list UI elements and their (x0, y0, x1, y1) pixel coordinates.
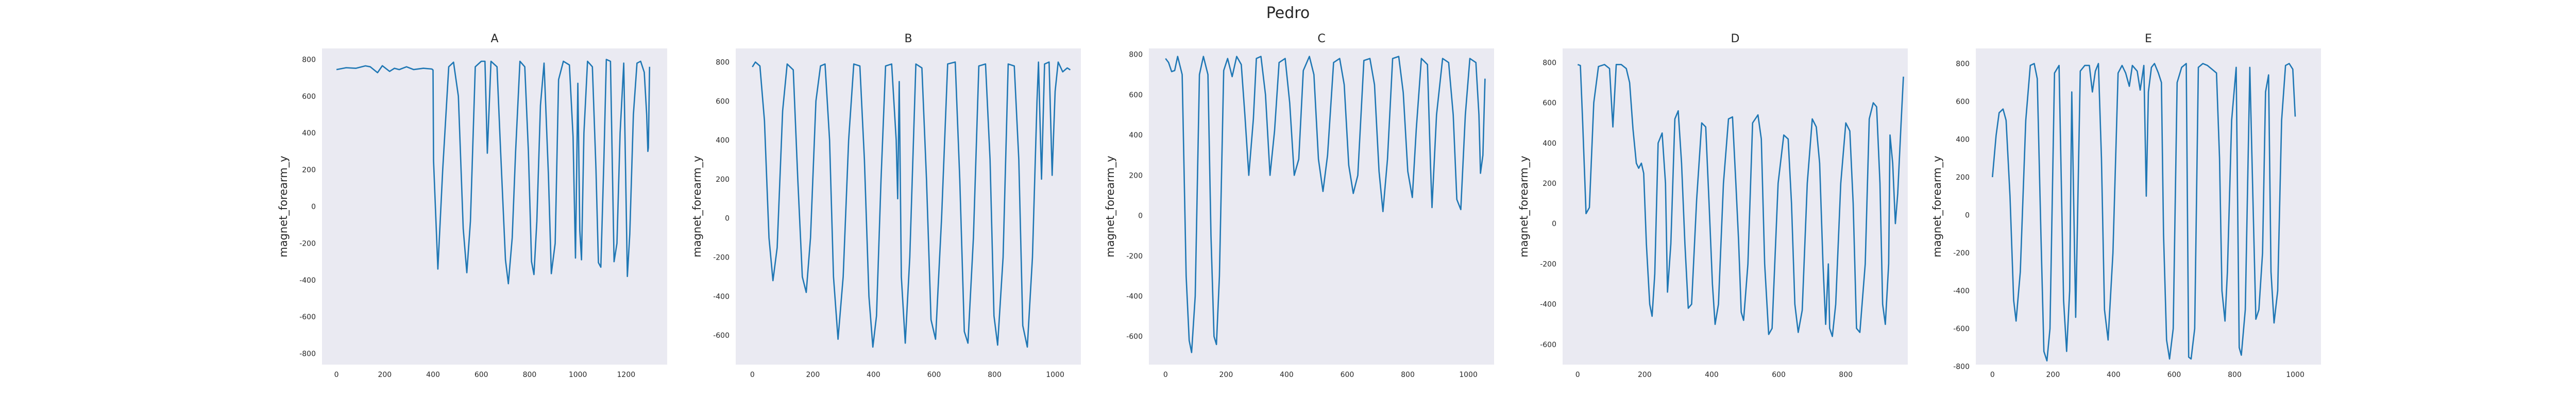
y-tick-label: -600 (713, 332, 730, 340)
y-tick-label: 400 (1129, 131, 1143, 140)
y-tick-label: 400 (302, 129, 316, 138)
y-tick-label: 800 (302, 56, 316, 64)
y-tick-label: 0 (725, 215, 730, 223)
y-tick-label: 600 (1543, 99, 1556, 108)
x-tick-label: 1000 (1459, 371, 1478, 379)
y-tick-label: 200 (1956, 174, 1970, 182)
x-tick-label: 1000 (569, 371, 587, 379)
plot-area (1149, 48, 1494, 365)
y-tick-label: -200 (1540, 260, 1556, 268)
panel-title: C (1317, 32, 1325, 45)
figure-title: Pedro (1266, 4, 1310, 22)
y-tick-label: -400 (299, 277, 316, 285)
plot-area (322, 48, 667, 365)
x-tick-label: 200 (1638, 371, 1652, 379)
series-line (1992, 63, 2296, 362)
y-axis-label: magnet_forearm_y (691, 156, 704, 257)
x-tick-label: 800 (988, 371, 1002, 379)
x-tick-label: 600 (927, 371, 941, 379)
plot-area (736, 48, 1081, 365)
y-tick-label: -600 (299, 313, 316, 321)
x-tick-label: 1000 (1046, 371, 1064, 379)
x-tick-label: 0 (750, 371, 755, 379)
series-line (1577, 64, 1904, 337)
y-tick-label: 0 (311, 203, 316, 211)
x-tick-label: 200 (378, 371, 392, 379)
y-tick-label: 400 (1956, 135, 1970, 144)
y-tick-label: -200 (713, 254, 730, 262)
x-tick-label: 1200 (617, 371, 636, 379)
x-tick-label: 400 (1705, 371, 1719, 379)
x-tick-label: 400 (1280, 371, 1294, 379)
plot-area (1563, 48, 1908, 365)
series-line (1165, 56, 1486, 353)
y-tick-label: -200 (1126, 252, 1143, 261)
y-tick-label: -600 (1126, 333, 1143, 341)
y-tick-label: -400 (1126, 293, 1143, 301)
series-line (336, 59, 651, 285)
y-tick-label: 200 (1129, 171, 1143, 180)
x-tick-label: 200 (1219, 371, 1233, 379)
x-tick-label: 1000 (2286, 371, 2304, 379)
x-tick-label: 600 (1772, 371, 1786, 379)
x-tick-label: 800 (1839, 371, 1853, 379)
x-tick-label: 200 (806, 371, 820, 379)
y-tick-label: 800 (1129, 51, 1143, 59)
y-tick-label: 200 (716, 176, 730, 184)
x-tick-label: 600 (2167, 371, 2181, 379)
y-tick-label: 600 (716, 97, 730, 106)
x-tick-label: 400 (867, 371, 880, 379)
y-tick-label: -400 (713, 293, 730, 301)
panel-title: E (2145, 32, 2152, 45)
y-tick-label: -400 (1540, 301, 1556, 309)
y-tick-label: 200 (302, 166, 316, 175)
y-tick-label: 800 (1956, 60, 1970, 68)
y-axis-label: magnet_forearm_y (1104, 156, 1117, 257)
y-tick-label: -400 (1953, 287, 1970, 296)
y-tick-label: 400 (1543, 140, 1556, 148)
y-tick-label: 800 (1543, 59, 1556, 67)
panel-title: A (490, 32, 498, 45)
x-tick-label: 0 (1163, 371, 1168, 379)
y-tick-label: -600 (1953, 325, 1970, 333)
y-tick-label: -600 (1540, 341, 1556, 349)
x-tick-label: 800 (2228, 371, 2242, 379)
y-tick-label: 200 (1543, 180, 1556, 188)
x-tick-label: 400 (2107, 371, 2121, 379)
y-axis-label: magnet_forearm_y (277, 156, 290, 257)
x-tick-label: 0 (334, 371, 339, 379)
x-tick-label: 800 (1401, 371, 1415, 379)
panel-title: D (1731, 32, 1740, 45)
x-tick-label: 600 (474, 371, 488, 379)
x-tick-label: 400 (426, 371, 440, 379)
x-tick-label: 800 (523, 371, 537, 379)
panel-title: B (904, 32, 912, 45)
x-tick-label: 0 (1990, 371, 1995, 379)
x-tick-label: 200 (2046, 371, 2060, 379)
y-tick-label: 800 (716, 59, 730, 67)
y-tick-label: -200 (299, 239, 316, 248)
series-line (752, 61, 1071, 348)
x-tick-label: 0 (1575, 371, 1580, 379)
y-tick-label: -800 (1953, 363, 1970, 371)
y-tick-label: -200 (1953, 249, 1970, 258)
y-tick-label: 0 (1965, 212, 1970, 220)
y-tick-label: -800 (299, 350, 316, 358)
y-tick-label: 400 (716, 136, 730, 145)
y-tick-label: 600 (302, 93, 316, 101)
y-tick-label: 0 (1138, 212, 1143, 220)
y-axis-label: magnet_forearm_y (1931, 156, 1944, 257)
y-tick-label: 0 (1552, 220, 1556, 228)
y-tick-label: 600 (1129, 91, 1143, 99)
y-tick-label: 600 (1956, 98, 1970, 106)
y-axis-label: magnet_forearm_y (1518, 156, 1531, 257)
x-tick-label: 600 (1341, 371, 1354, 379)
